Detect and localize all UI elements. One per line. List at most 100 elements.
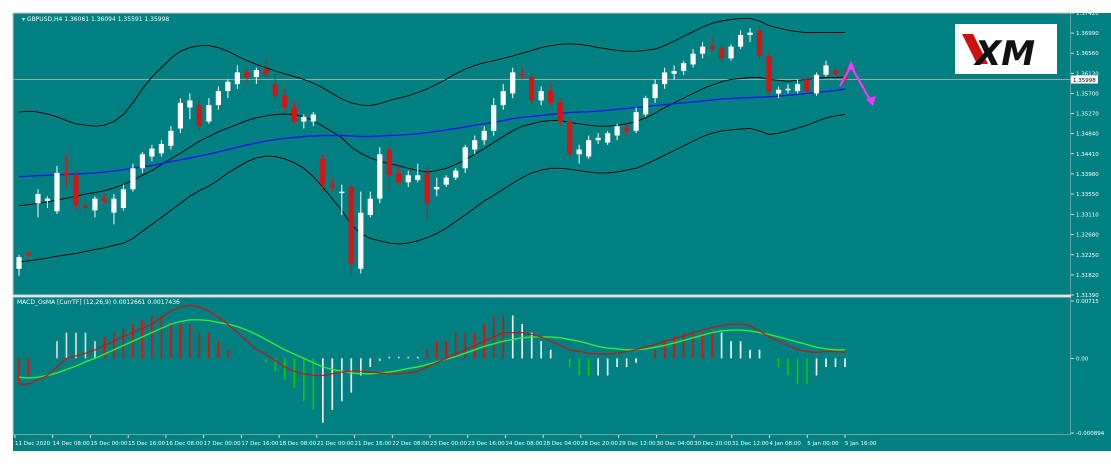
time-tick-label: 21 Dec 00:00 [317,441,354,447]
current-price-label: 1.35998 [1073,78,1096,84]
bearish-candle [291,107,297,122]
time-tick-label: 5 Jan 16:00 [845,441,877,447]
bearish-candle [329,184,335,187]
bullish-candle [92,198,98,211]
bearish-candle [718,47,725,59]
bullish-candle [785,88,791,91]
bullish-candle [794,84,801,92]
bullish-candle [472,140,478,150]
bullish-candle [215,91,221,106]
bullish-candle [595,137,601,141]
bearish-candle [101,198,108,201]
time-axis [13,435,1111,451]
bullish-candle [586,140,592,157]
macd-signal-line [18,319,845,379]
bullish-candle [813,74,820,94]
bullish-candle [158,143,165,154]
bearish-candle [804,79,810,92]
bullish-candle [225,81,231,92]
moving-average-line [18,88,846,178]
bullish-candle [130,168,136,190]
bullish-candle [111,198,117,213]
bullish-candle [405,175,411,183]
price-axis-ticks: 1.37420 1.36990 1.36560 1.36130 1.35700 1.352… [1071,11,1099,299]
bearish-candle [624,128,630,131]
bullish-candle [187,100,193,108]
bullish-candle [614,126,620,136]
time-tick-label: 17 Dec 00:00 [204,441,241,447]
bullish-candle [377,154,383,199]
price-tick-label: 1.37420 [1076,11,1099,17]
time-tick-label: 22 Dec 08:00 [392,441,429,447]
bullish-candle [500,91,506,106]
bearish-candle [82,205,89,209]
time-tick-label: 23 Dec 00:00 [430,441,467,447]
price-tick-label: 1.32250 [1076,253,1099,259]
bullish-candle [206,105,212,122]
bullish-candle [510,72,516,94]
bullish-candle [662,72,668,85]
bullish-candle [434,186,440,190]
bearish-candle [557,102,563,122]
time-tick-label: 17 Dec 16:00 [241,441,278,447]
projection-arrows [839,61,876,106]
oscillator-tick-label: 0.00715 [1076,299,1099,305]
price-tick-label: 1.35700 [1076,91,1099,97]
time-tick-label: 28 Dec 20:00 [581,441,618,447]
bearish-candle [196,105,202,127]
bullish-candle [234,72,240,85]
bullish-candle [35,193,41,204]
bullish-candle [728,46,734,59]
bullish-candle [823,65,829,75]
current-price-badge [1071,75,1098,84]
oscillator-title: MACD_OsMA [CurrTF] (12,26,9) 0.0012661 0… [17,299,180,306]
bearish-candle [396,172,402,183]
time-tick-label: 30 Dec 04:00 [656,441,693,447]
time-tick-label: 15 Dec 00:00 [90,441,127,447]
projection-down-arrowhead [866,96,876,106]
bullish-candle [301,116,307,122]
bearish-candle [756,30,763,57]
xm-logo-text: XM [973,34,1035,74]
bullish-candle [168,130,174,146]
bullish-candle [462,147,468,169]
bearish-candle [766,56,772,92]
time-tick-label: 31 Dec 12:00 [732,441,769,447]
bearish-candle [73,175,79,206]
bullish-candle [453,170,459,178]
time-tick-label: 18 Dec 08:00 [279,441,316,447]
price-tick-label: 1.31390 [1076,293,1099,299]
time-tick-label: 15 Dec 16:00 [128,441,165,447]
bullish-candle [652,84,658,99]
time-tick-label: 4 Jan 08:00 [770,441,802,447]
bearish-candle [63,172,70,176]
price-series-layer [13,18,1071,276]
bullish-candle [633,112,639,131]
bearish-candle [348,186,354,265]
bollinger-upper-line [18,18,845,127]
price-tick-label: 1.31820 [1076,273,1099,279]
price-pane [12,12,1072,296]
time-tick-label: 28 Dec 04:00 [543,441,580,447]
price-tick-label: 1.33550 [1076,192,1099,198]
price-tick-label: 1.34410 [1076,152,1099,158]
time-tick-label: 14 Dec 08:00 [53,441,90,447]
bullish-candle [699,46,706,54]
oscillator-tick-label: 0.00 [1076,356,1089,362]
bearish-candle [282,95,288,108]
time-tick-label: 16 Dec 08:00 [166,441,203,447]
bullish-candle [358,212,364,269]
bullish-candle [481,130,487,141]
time-tick-label: 29 Dec 12:00 [619,441,656,447]
bullish-candle [690,53,696,65]
time-tick-label: 23 Dec 16:00 [468,441,505,447]
time-tick-label: 24 Dec 08:00 [505,441,542,447]
bearish-candle [25,253,32,255]
bullish-candle [367,198,373,216]
bearish-candle [386,149,392,176]
bullish-candle [253,70,259,78]
time-tick-label: 30 Dec 20:00 [694,441,731,447]
bullish-candle [339,191,345,194]
bearish-candle [320,158,326,185]
